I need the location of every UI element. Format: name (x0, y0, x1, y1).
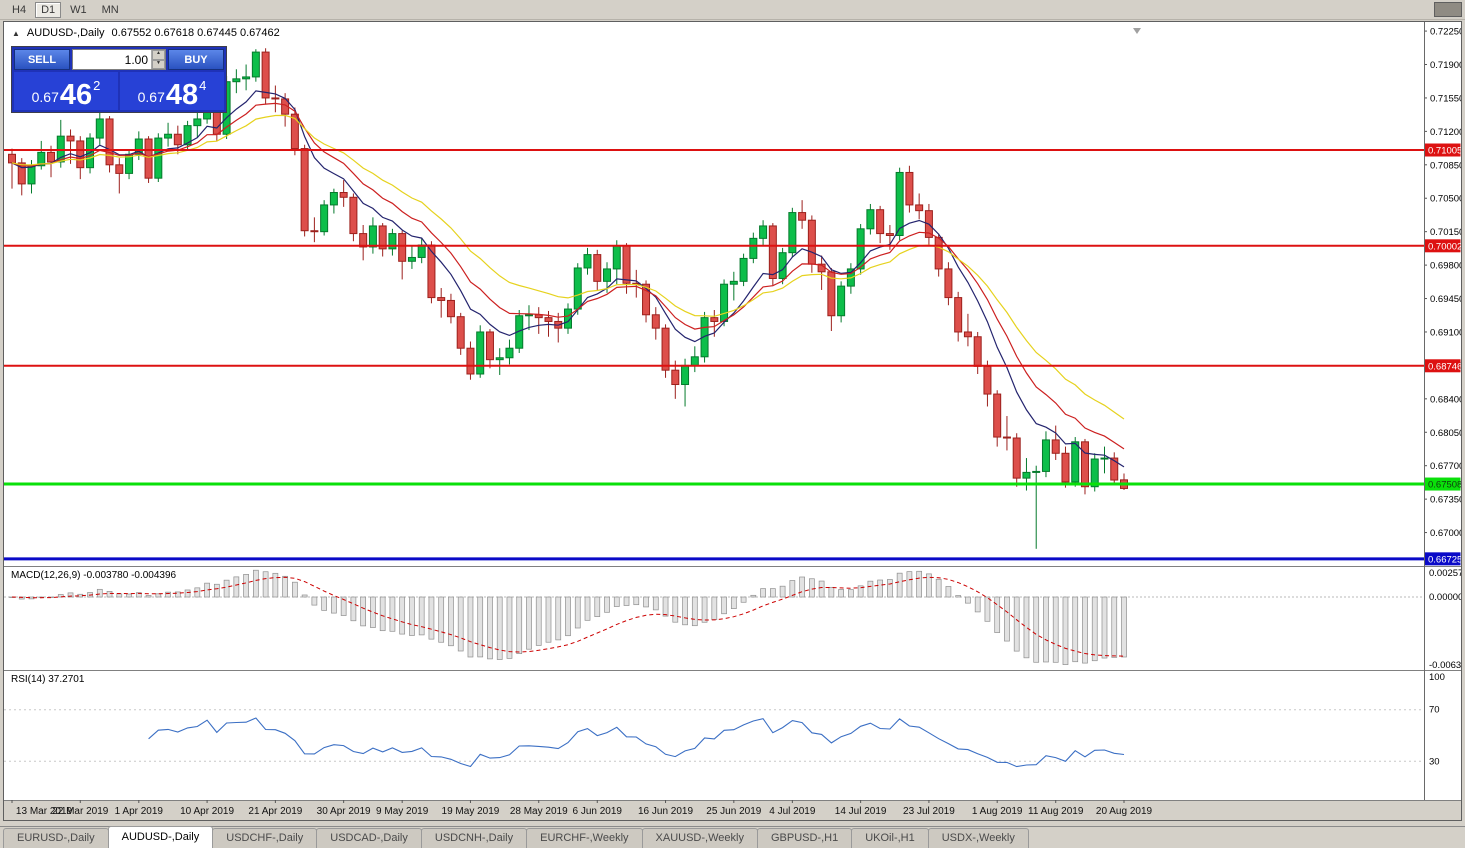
price-axis-label: 0.67000 (1430, 528, 1461, 539)
date-label: 22 Mar 2019 (52, 806, 109, 817)
date-label: 6 Jun 2019 (573, 806, 623, 817)
price-axis-label: 0.71900 (1430, 60, 1461, 71)
timeframe-toolbar: H4 D1 W1 MN (6, 1, 128, 18)
ma-line-13 (11, 102, 1125, 450)
macd-axis-label: 0.0025740 (1429, 568, 1461, 579)
date-label: 13 Mar 2019 (16, 806, 73, 817)
ma-line-21 (11, 114, 1125, 420)
ask-prefix: 0.67 (137, 89, 165, 105)
price-tag-0.70002 (1424, 239, 1461, 253)
price-tag-text: 0.71005 (1428, 146, 1461, 157)
volume-input[interactable] (73, 50, 151, 69)
macd-signal-line (11, 576, 1125, 657)
sell-button[interactable]: SELL (14, 49, 70, 70)
bid-big-digits: 46 (59, 79, 93, 112)
date-label: 1 Apr 2019 (115, 806, 164, 817)
chart-window[interactable]: 0.72250 0.71900 0.71550 0.71200 0.70850 0.705… (3, 21, 1462, 821)
price-axis-label: 0.69100 (1430, 327, 1461, 338)
price-tag-text: 0.66725 (1428, 554, 1461, 565)
chart-tab-ukoil-h1[interactable]: UKOil-,H1 (851, 828, 929, 848)
bid-price[interactable]: 0.67 46 2 (14, 72, 118, 110)
top-toolbar: H4 D1 W1 MN (0, 0, 1465, 20)
timeframe-button-mn[interactable]: MN (101, 3, 119, 16)
macd-axis-label: -0.0063260 (1429, 660, 1461, 671)
chart-tab-eurusd-daily[interactable]: EURUSD-,Daily (3, 828, 109, 848)
price-axis-label: 0.70850 (1430, 160, 1461, 171)
chart-background (4, 22, 1461, 820)
chart-tab-usdcnh-daily[interactable]: USDCNH-,Daily (420, 828, 528, 848)
ask-pipette: 4 (199, 78, 207, 93)
date-label: 21 Apr 2019 (248, 806, 302, 817)
date-label: 16 Jun 2019 (638, 806, 693, 817)
price-tag-0.67508 (1424, 477, 1461, 491)
timeframe-button-h4[interactable]: H4 (12, 3, 27, 16)
price-axis-label: 0.69800 (1430, 261, 1461, 272)
date-label: 28 May 2019 (510, 806, 568, 817)
date-label: 10 Apr 2019 (180, 806, 234, 817)
date-label: 11 Aug 2019 (1028, 806, 1084, 817)
toolbar-corner-box (1434, 2, 1462, 17)
macd-axis-label: 0.0000000 (1429, 592, 1461, 603)
price-axis-label: 0.72250 (1430, 27, 1461, 38)
price-axis-label: 0.69450 (1430, 294, 1461, 305)
price-tag-0.66725 (1424, 552, 1461, 566)
date-label: 30 Apr 2019 (317, 806, 371, 817)
price-axis-label: 0.71550 (1430, 93, 1461, 104)
chart-tab-eurchf-weekly[interactable]: EURCHF-,Weekly (526, 828, 643, 848)
bid-pipette: 2 (93, 78, 101, 93)
volume-spin-up-icon[interactable]: ▲ (152, 50, 165, 60)
chart-canvas[interactable]: 0.72250 0.71900 0.71550 0.71200 0.70850 0.705… (4, 22, 1461, 820)
price-axis-label: 0.68400 (1430, 394, 1461, 405)
price-axis-label: 0.67350 (1430, 495, 1461, 506)
price-axis-label: 0.70500 (1430, 194, 1461, 205)
price-tag-text: 0.67508 (1428, 480, 1461, 491)
ma-line-8 (11, 90, 1125, 468)
price-axis: 0.72250 0.71900 0.71550 0.71200 0.70850 0.705… (1424, 27, 1461, 539)
timeframe-button-d1[interactable]: D1 (35, 1, 62, 18)
date-label: 1 Aug 2019 (972, 806, 1023, 817)
price-axis-label: 0.68050 (1430, 428, 1461, 439)
price-axis-label: 0.70150 (1430, 227, 1461, 238)
buy-button[interactable]: BUY (168, 49, 224, 70)
rsi-axis-label: 30 (1429, 756, 1440, 767)
macd-histogram (9, 569, 1127, 665)
price-tag-0.71005 (1424, 143, 1461, 157)
rsi-axis-label: 70 (1429, 705, 1440, 716)
date-axis-strip (4, 800, 1461, 820)
chart-tab-usdcad-daily[interactable]: USDCAD-,Daily (316, 828, 422, 848)
chart-tab-usdchf-daily[interactable]: USDCHF-,Daily (212, 828, 318, 848)
price-tag-0.68746 (1424, 359, 1461, 373)
chart-tab-gbpusd-h1[interactable]: GBPUSD-,H1 (756, 828, 853, 848)
chart-shift-marker-icon (1133, 28, 1141, 34)
price-axis-label: 0.67700 (1430, 461, 1461, 472)
chart-tab-xauusd-weekly[interactable]: XAUUSD-,Weekly (641, 828, 758, 848)
date-label: 25 Jun 2019 (706, 806, 761, 817)
date-label: 23 Jul 2019 (903, 806, 955, 817)
date-label: 14 Jul 2019 (835, 806, 887, 817)
ask-big-digits: 48 (165, 79, 199, 112)
volume-spin-down-icon[interactable]: ▼ (152, 59, 165, 69)
price-axis-label: 0.71200 (1430, 127, 1461, 138)
rsi-line (148, 717, 1125, 768)
date-label: 9 May 2019 (376, 806, 429, 817)
price-tag-text: 0.70002 (1428, 241, 1461, 252)
chart-tab-audusd-daily[interactable]: AUDUSD-,Daily (107, 826, 214, 848)
ask-price[interactable]: 0.67 48 4 (120, 72, 224, 110)
volume-spinner: ▲ ▼ (151, 50, 165, 69)
timeframe-button-w1[interactable]: W1 (70, 3, 87, 16)
rsi-axis-label: 100 (1429, 672, 1445, 683)
date-label: 4 Jul 2019 (769, 806, 816, 817)
volume-field: ▲ ▼ (72, 49, 166, 70)
chart-tab-usdx-weekly[interactable]: USDX-,Weekly (927, 828, 1029, 848)
price-tag-text: 0.68746 (1428, 361, 1461, 372)
date-label: 20 Aug 2019 (1096, 806, 1153, 817)
bid-prefix: 0.67 (31, 89, 59, 105)
date-label: 19 May 2019 (442, 806, 500, 817)
tab-bar: EURUSD-,Daily AUDUSD-,Daily USDCHF-,Daily U… (0, 826, 1465, 848)
